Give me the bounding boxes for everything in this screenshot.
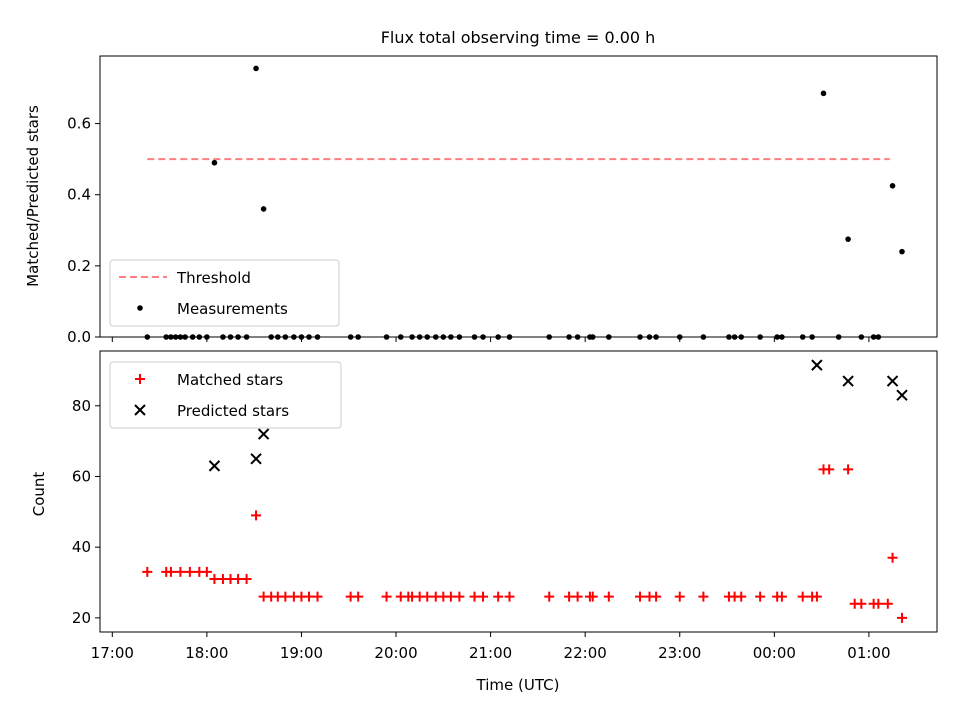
matched-stars-point [381,591,392,602]
matched-stars-point [175,566,186,577]
count-legend: Matched stars Predicted stars [109,361,342,429]
matched-stars-point [651,591,662,602]
matched-stars-point [353,591,364,602]
matched-stars-point [587,591,598,602]
ratio-x-ticks [111,337,870,342]
measurements-point [845,236,851,242]
measurements-point [260,206,267,212]
legend-matched-stars-swatch [135,374,145,384]
matched-stars-point [824,464,835,475]
matched-stars-point [454,591,465,602]
matched-stars-point [201,566,212,577]
matched-stars-point [544,591,555,602]
legend-predicted-stars-swatch [134,404,146,416]
measurements-point [211,159,218,166]
count-y-axis-label: Count [30,472,48,517]
x-tick-label: 17:00 [91,644,134,662]
ratio-y-ticks: 0.0 0.2 0.4 0.6 [67,115,100,346]
y-tick-label: 0.6 [67,115,91,133]
matched-stars-point [233,573,244,584]
legend-measurements-swatch [137,305,143,311]
matched-stars-point [698,591,709,602]
matched-stars-point [504,591,515,602]
x-tick-label: 00:00 [753,644,796,662]
matched-stars-point [572,591,583,602]
y-tick-label: 40 [72,538,91,556]
x-tick-label: 19:00 [280,644,323,662]
ratio-y-axis-label: Matched/Predicted stars [24,105,42,287]
matched-stars-point [422,591,433,602]
panel-count: 20 40 60 80 17:00 18:00 19:00 20:00 21:00 22:00 2… [30,350,938,662]
legend-predicted-stars-label: Predicted stars [177,402,289,420]
matched-stars-point [251,510,262,521]
x-axis-label: Time (UTC) [476,676,560,694]
legend-box [109,361,342,429]
matched-stars-point [776,591,787,602]
matched-stars-point [241,573,252,584]
measurements-late-point [899,248,905,255]
matched-stars-point [184,566,195,577]
matched-stars-point [478,591,489,602]
matched-stars-point [280,591,291,602]
x-tick-label: 21:00 [469,644,512,662]
measurements-point [253,65,259,72]
matched-stars-point [603,591,614,602]
x-tick-label: 22:00 [564,644,607,662]
count-axes-frame [99,350,938,633]
matched-stars-point [445,591,456,602]
x-tick-label: 20:00 [374,644,417,662]
legend-box [109,259,340,327]
matched-stars-point [304,591,315,602]
matched-stars-point [165,566,176,577]
legend-measurements-label: Measurements [177,300,288,318]
matched-stars-point [564,591,575,602]
matched-stars-point [882,598,893,609]
ratio-axes-frame [99,55,938,338]
matched-stars-point [469,591,480,602]
matched-stars-point [755,591,766,602]
x-tick-label: 23:00 [658,644,701,662]
predicted-stars-point [208,460,221,472]
matched-stars-point [887,552,898,563]
matched-stars-point [897,612,908,623]
matched-stars-point [493,591,504,602]
predicted-stars-point [257,428,270,440]
matched-stars-point [856,598,867,609]
x-tick-label: 18:00 [185,644,228,662]
matched-stars-point [797,591,808,602]
matched-stars-point [736,591,747,602]
matched-stars-point [312,591,323,602]
predicted-stars-point [811,359,823,371]
x-tick-label: 01:00 [847,644,890,662]
y-tick-label: 0.2 [67,257,91,275]
ratio-legend: Threshold Measurements [109,259,340,327]
y-tick-label: 20 [72,609,91,627]
y-tick-label: 0.4 [67,186,91,204]
legend-threshold-label: Threshold [176,269,251,287]
measurements-point [820,90,827,97]
count-x-ticks: 17:00 18:00 19:00 20:00 21:00 22:00 23:00 00:00… [91,632,891,662]
y-tick-label: 0.0 [67,328,91,346]
panel-ratio: 0.0 0.2 0.4 0.6 Matched/Predicted stars Thr… [24,55,938,346]
measurements-late-point [889,183,896,189]
chart-title: Flux total observing time = 0.00 h [381,28,656,47]
predicted-stars-point [250,453,262,465]
predicted-stars-point [842,375,854,387]
matched-stars-point [635,591,646,602]
matched-stars-point [142,566,153,577]
count-marks [142,359,908,623]
count-y-ticks: 20 40 60 80 [72,397,100,627]
matched-stars-point [843,464,854,475]
predicted-stars-point [886,375,899,387]
matched-stars-point [209,573,220,584]
y-tick-label: 60 [72,467,91,485]
matched-stars-point [811,591,822,602]
legend-matched-stars-label: Matched stars [177,371,283,389]
predicted-stars-point [896,389,908,401]
matched-stars-point [674,591,685,602]
matched-stars-point [873,598,884,609]
y-tick-label: 80 [72,397,91,415]
